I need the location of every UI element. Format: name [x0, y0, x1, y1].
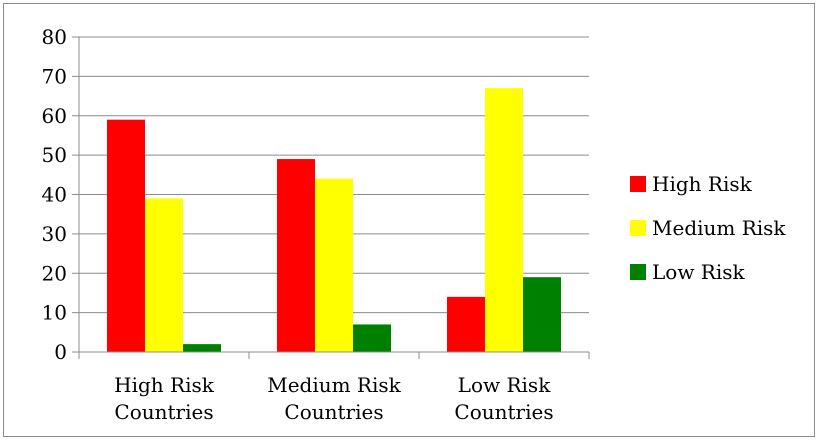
bar-low-risk	[523, 277, 561, 352]
axes	[72, 36, 590, 359]
bars	[107, 88, 561, 352]
x-category-label: High Risk Countries	[114, 373, 215, 424]
y-tick-label: 10	[42, 301, 67, 325]
y-tick-label: 50	[42, 143, 67, 167]
bar-medium-risk	[315, 178, 353, 352]
legend: High Risk Medium Risk Low Risk	[630, 172, 786, 284]
bar-low-risk	[183, 344, 221, 352]
legend-swatch	[630, 176, 646, 192]
y-tick-label: 20	[42, 261, 67, 285]
y-tick-label: 70	[42, 64, 67, 88]
bar-high-risk	[107, 119, 145, 352]
legend-label: Medium Risk	[652, 216, 786, 240]
legend-label: High Risk	[652, 172, 753, 196]
bar-high-risk	[447, 296, 485, 352]
y-tick-label: 30	[42, 222, 67, 246]
y-tick-label: 0	[54, 340, 67, 364]
y-tick-labels: 0 10 20 30 40 50 60 70 80	[42, 25, 67, 364]
legend-swatch	[630, 264, 646, 280]
bar-low-risk	[353, 324, 391, 352]
bar-medium-risk	[145, 198, 183, 352]
x-category-label: Medium Risk Countries	[267, 373, 401, 424]
x-category-labels: High Risk Countries Medium Risk Countries Lo…	[114, 373, 553, 424]
y-tick-label: 80	[42, 25, 67, 49]
bar-medium-risk	[485, 88, 523, 352]
legend-label: Low Risk	[652, 260, 746, 284]
y-tick-label: 40	[42, 183, 67, 207]
bar-high-risk	[277, 159, 315, 352]
x-category-label: Low Risk Countries	[454, 373, 553, 424]
y-tick-label: 60	[42, 104, 67, 128]
legend-swatch	[630, 220, 646, 236]
